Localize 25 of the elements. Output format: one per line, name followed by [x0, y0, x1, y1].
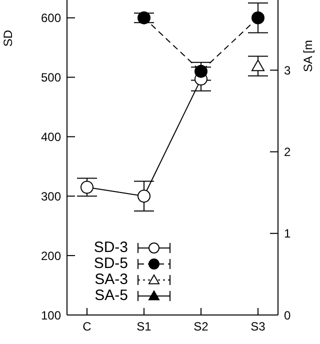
x-tick-label: S2	[194, 320, 209, 334]
point	[194, 64, 208, 78]
y-tick-label: 300	[40, 189, 62, 204]
x-tick-label: C	[82, 320, 92, 334]
y2-tick-label: 2	[284, 145, 291, 160]
y2-tick-label: 0	[284, 308, 291, 322]
y-axis-title: SD	[1, 30, 15, 47]
legend-label: SD-3	[92, 239, 128, 256]
legend-label: SD-5	[92, 255, 128, 272]
y2-axis-title: SA [m	[301, 40, 315, 72]
y2-tick-label: 1	[284, 226, 291, 241]
y-tick-label: 100	[40, 308, 62, 322]
y-tick-label: 200	[40, 248, 62, 263]
y-tick-label: 500	[40, 70, 62, 85]
x-tick-label: S3	[250, 320, 266, 334]
y-tick-label: 400	[40, 130, 62, 144]
y2-tick-label: 3	[284, 63, 291, 78]
point	[138, 11, 150, 24]
x-tick-label: S1	[136, 320, 152, 334]
legend-label: SA-5	[94, 287, 128, 304]
point	[138, 190, 150, 203]
y-tick-label: 600	[40, 11, 62, 26]
point	[252, 11, 264, 24]
point	[80, 180, 94, 194]
legend-label: SA-3	[94, 271, 128, 288]
